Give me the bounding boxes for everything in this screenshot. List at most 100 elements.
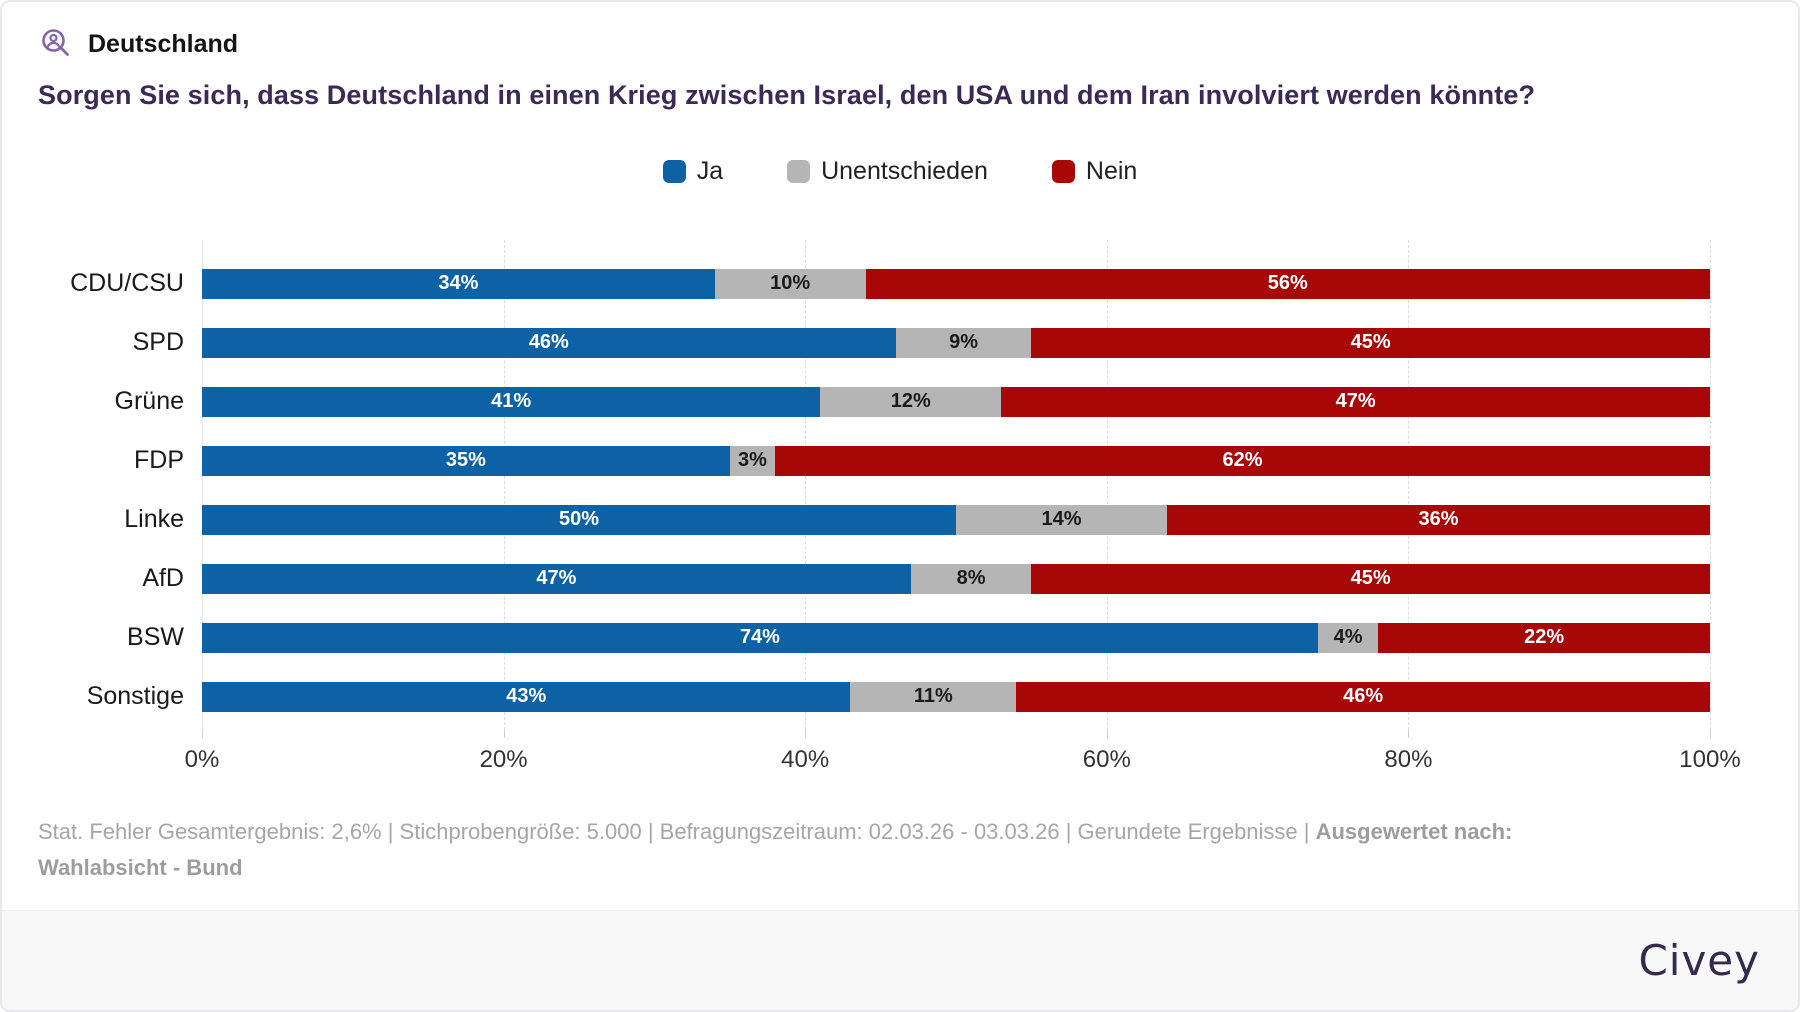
audience-magnifier-icon xyxy=(38,26,74,62)
bar-segment-ja: 35% xyxy=(202,445,730,476)
stacked-bar: 35% 3% 62% xyxy=(202,445,1710,476)
bar-value-label: 34% xyxy=(438,272,479,295)
bar-segment-nein: 47% xyxy=(1001,386,1710,417)
gridline-100 xyxy=(1710,240,1711,731)
methodology-footnote: Stat. Fehler Gesamtergebnis: 2,6% | Stic… xyxy=(38,814,1578,887)
chart-row-afd: AfD 47% 8% 45% xyxy=(34,549,1710,608)
bar-segment-nein: 45% xyxy=(1031,327,1710,358)
legend-item-ja: Ja xyxy=(662,157,724,186)
party-label: Linke xyxy=(124,505,184,534)
stacked-bar: 50% 14% 36% xyxy=(202,504,1710,535)
party-label: BSW xyxy=(127,623,184,652)
stacked-bar: 74% 4% 22% xyxy=(202,622,1710,653)
stacked-bar: 46% 9% 45% xyxy=(202,327,1710,358)
bar-segment-nein: 56% xyxy=(865,268,1710,299)
axis-tick-label: 100% xyxy=(1679,746,1741,774)
stacked-bar: 41% 12% 47% xyxy=(202,386,1710,417)
legend-item-unentschieden: Unentschieden xyxy=(787,157,988,186)
card-header: Deutschland xyxy=(38,26,1762,62)
party-label: FDP xyxy=(134,446,184,475)
legend-label: Nein xyxy=(1085,157,1138,186)
bar-value-label: 45% xyxy=(1350,331,1391,354)
chart-row-cdu-csu: CDU/CSU 34% 10% 56% xyxy=(34,254,1710,313)
bar-segment-ja: 43% xyxy=(202,681,851,712)
bar-segment-unentschieden: 14% xyxy=(956,504,1168,535)
bar-value-label: 46% xyxy=(1343,685,1384,708)
stacked-bar: 34% 10% 56% xyxy=(202,268,1710,299)
bar-value-label: 50% xyxy=(558,508,600,531)
legend-item-nein: Nein xyxy=(1051,157,1138,186)
party-label: Grüne xyxy=(114,387,184,416)
stacked-bar: 43% 11% 46% xyxy=(202,681,1710,712)
bar-segment-ja: 41% xyxy=(202,386,821,417)
legend-label: Unentschieden xyxy=(821,157,988,186)
brand-bar: Civey xyxy=(2,910,1798,1010)
bar-value-label: 8% xyxy=(956,567,986,590)
bar-value-label: 62% xyxy=(1222,449,1263,472)
bar-segment-unentschieden: 8% xyxy=(910,563,1032,594)
party-label: Sonstige xyxy=(86,682,184,711)
chart-row-bsw: BSW 74% 4% 22% xyxy=(34,608,1710,667)
axis-tick-label: 40% xyxy=(781,746,830,774)
axis-tick-mark xyxy=(1710,730,1711,739)
bar-segment-unentschieden: 4% xyxy=(1317,622,1379,653)
party-label: CDU/CSU xyxy=(70,269,184,298)
x-axis: 0% 20% 40% 60% 80% 100% xyxy=(185,730,1741,788)
bar-value-label: 35% xyxy=(445,449,486,472)
region-label: Deutschland xyxy=(88,29,239,58)
chart-row-linke: Linke 50% 14% 36% xyxy=(34,490,1710,549)
bar-value-label: 46% xyxy=(528,331,569,354)
chart-row-spd: SPD 46% 9% 45% xyxy=(34,313,1710,372)
footnote-regular-text: Stat. Fehler Gesamtergebnis: 2,6% | Stic… xyxy=(38,819,1316,845)
bar-segment-unentschieden: 3% xyxy=(729,445,776,476)
bar-value-label: 45% xyxy=(1350,567,1391,590)
bar-value-label: 3% xyxy=(737,449,767,472)
bar-value-label: 43% xyxy=(506,685,547,708)
bar-segment-unentschieden: 12% xyxy=(820,386,1002,417)
bar-value-label: 47% xyxy=(1335,390,1376,413)
chart-legend: Ja Unentschieden Nein xyxy=(2,157,1798,186)
bar-value-label: 10% xyxy=(770,272,811,295)
chart-row-sonstige: Sonstige 43% 11% 46% xyxy=(34,667,1710,726)
legend-marker-unentschieden xyxy=(787,160,811,184)
party-label: SPD xyxy=(132,328,184,357)
legend-marker-nein xyxy=(1051,160,1075,184)
bar-segment-unentschieden: 9% xyxy=(895,327,1032,358)
bar-value-label: 9% xyxy=(949,331,978,354)
bar-segment-nein: 46% xyxy=(1016,681,1710,712)
chart-row-gr-ne: Grüne 41% 12% 47% xyxy=(34,372,1710,431)
bar-segment-unentschieden: 11% xyxy=(850,681,1017,712)
axis-tick-mark xyxy=(202,730,203,739)
bar-segment-ja: 47% xyxy=(202,563,911,594)
bar-segment-nein: 36% xyxy=(1167,504,1710,535)
axis-tick-label: 20% xyxy=(479,746,528,774)
poll-question-title: Sorgen Sie sich, dass Deutschland in ein… xyxy=(38,80,1536,110)
bar-value-label: 12% xyxy=(890,390,931,413)
civey-logo: Civey xyxy=(1638,936,1760,985)
axis-tick-mark xyxy=(1106,730,1108,739)
chart-row-fdp: FDP 35% 3% 62% xyxy=(34,431,1710,490)
bar-segment-ja: 46% xyxy=(202,327,896,358)
legend-marker-ja xyxy=(662,160,686,184)
footnote-bold-text: Ausgewertet nach: Wahlabsicht - Bund xyxy=(38,819,1513,881)
bar-value-label: 4% xyxy=(1333,626,1363,649)
legend-label: Ja xyxy=(696,157,724,186)
stacked-bar-chart: CDU/CSU 34% 10% 56% SPD 46% 9% 45% Grüne 41% 12% 47… xyxy=(34,240,1711,731)
bar-value-label: 56% xyxy=(1267,272,1308,295)
axis-tick-mark xyxy=(1408,730,1410,739)
bar-value-label: 14% xyxy=(1041,508,1082,531)
axis-tick-mark xyxy=(805,730,807,739)
bar-segment-ja: 34% xyxy=(202,268,715,299)
bar-value-label: 11% xyxy=(913,685,953,708)
bar-value-label: 22% xyxy=(1524,626,1565,649)
bar-value-label: 41% xyxy=(491,390,532,413)
bar-value-label: 36% xyxy=(1418,508,1459,531)
axis-tick-mark xyxy=(503,730,505,739)
axis-tick-label: 0% xyxy=(184,746,220,774)
axis-tick-label: 60% xyxy=(1082,746,1131,774)
stacked-bar: 47% 8% 45% xyxy=(202,563,1710,594)
bar-segment-nein: 62% xyxy=(775,445,1710,476)
axis-tick-label: 80% xyxy=(1384,746,1433,774)
bar-segment-ja: 74% xyxy=(202,622,1318,653)
